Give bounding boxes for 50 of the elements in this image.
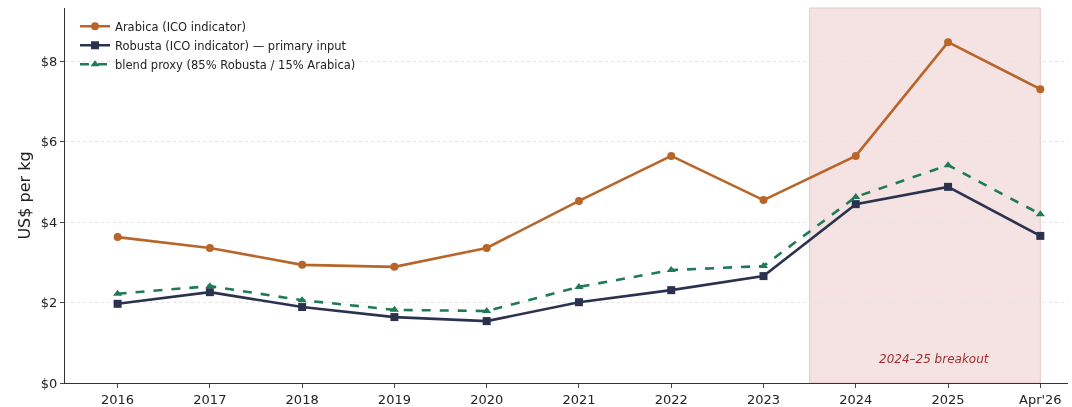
y-tick-label: $4: [40, 214, 58, 230]
point: [574, 298, 583, 307]
y-tick-label: $6: [40, 134, 58, 150]
point: [390, 313, 399, 322]
legend-label: Arabica (ICO indicator): [115, 19, 246, 34]
point: [1036, 85, 1045, 94]
point: [574, 282, 584, 289]
point: [482, 243, 491, 252]
point: [205, 243, 214, 252]
point: [298, 260, 307, 269]
point: [944, 38, 953, 47]
x-tick-label: 2018: [285, 391, 319, 407]
point: [113, 299, 122, 308]
point: [574, 196, 583, 205]
x-tick-label: 2022: [654, 391, 688, 407]
x-tick-label: 2016: [101, 391, 135, 407]
point: [1036, 231, 1045, 240]
point: [944, 182, 953, 191]
point: [667, 151, 676, 160]
legend-label: blend proxy (85% Robusta / 15% Arabica): [115, 57, 356, 72]
x-tick-label: 2023: [746, 391, 781, 407]
x-tick-label: 2020: [470, 391, 504, 407]
y-tick-label: $8: [40, 54, 58, 70]
point: [205, 282, 215, 289]
point: [113, 233, 122, 242]
y-axis-title: US$ per kg: [14, 151, 34, 240]
point: [298, 303, 307, 312]
y-tick-label: $2: [40, 295, 58, 311]
x-tick-label: 2021: [562, 391, 596, 407]
y-tick-label: $0: [40, 375, 58, 391]
point: [667, 286, 676, 295]
point: [482, 307, 492, 314]
point: [851, 151, 860, 160]
point: [759, 196, 768, 205]
x-tick-label: 2017: [193, 391, 227, 407]
point: [851, 192, 861, 199]
point: [851, 200, 860, 209]
legend-label: Robusta (ICO indicator) — primary input: [115, 38, 347, 53]
point: [390, 262, 399, 271]
x-tick-label: 2025: [931, 391, 965, 407]
point: [482, 317, 491, 326]
x-tick-label: 2019: [377, 391, 411, 407]
point: [1035, 210, 1045, 217]
x-tick-label: 2024: [839, 391, 873, 407]
point: [759, 272, 768, 281]
point: [943, 161, 953, 168]
point: [205, 288, 214, 297]
point: [666, 266, 676, 273]
x-tick-label: Apr'26: [1019, 391, 1062, 407]
band-label: 2024–25 breakout: [879, 352, 990, 366]
